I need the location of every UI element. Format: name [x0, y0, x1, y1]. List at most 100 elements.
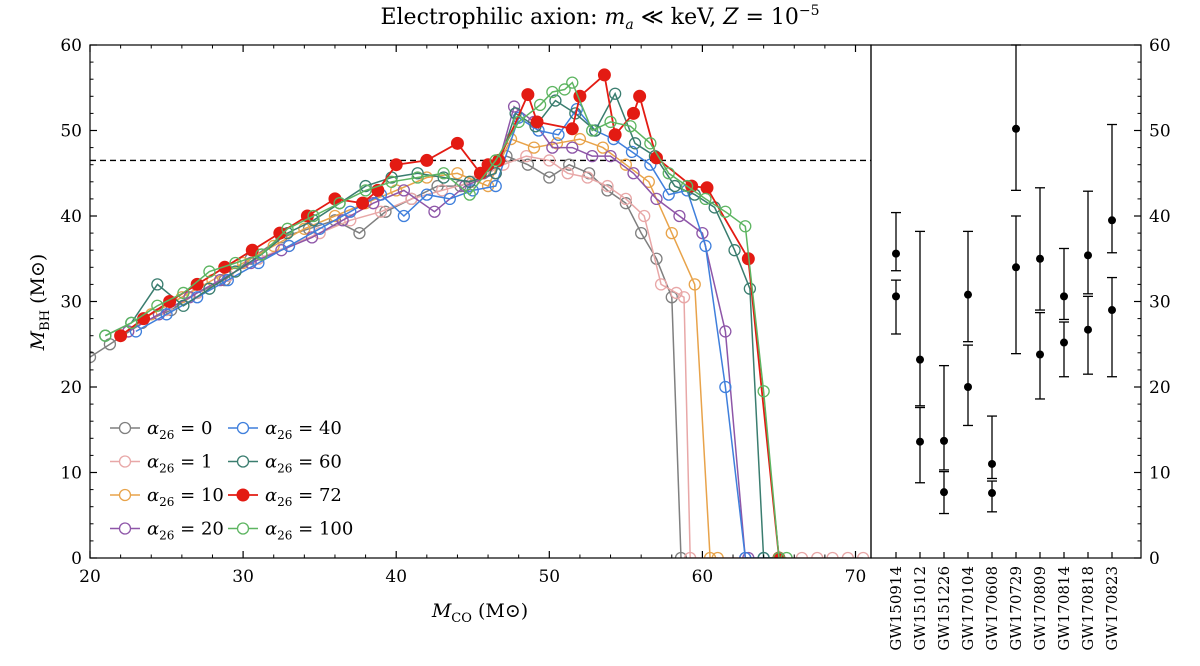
data-point: [183, 291, 196, 304]
y-axis-label: MBH (M⊙): [27, 254, 53, 352]
data-point: [512, 115, 525, 129]
data-point: [608, 87, 622, 100]
data-point: [550, 137, 564, 150]
series-2: [114, 132, 724, 558]
data-point: [703, 551, 717, 558]
legend: α26 = 0 α26 = 1 α26 = 10 α26 = 20 α26 = 40 α2…: [110, 418, 353, 543]
data-point: [699, 192, 712, 206]
data-point: [719, 380, 732, 394]
data-point: [509, 107, 522, 120]
y-tick-label: 30: [60, 293, 82, 313]
data-point: [757, 385, 770, 398]
data-point: [203, 282, 216, 295]
side-y-tick-label: 50: [1149, 122, 1171, 142]
data-point: [160, 308, 173, 321]
legend-label: α26 = 10: [147, 485, 224, 509]
data-point: [619, 192, 632, 206]
series-6: [114, 68, 786, 558]
event-label: GW170814: [1055, 566, 1073, 651]
series-line: [104, 91, 779, 558]
data-point: [463, 175, 476, 188]
data-point: [527, 141, 541, 154]
data-point: [125, 316, 138, 330]
data-point: [191, 291, 204, 304]
side-y-tick-label: 20: [1149, 378, 1171, 398]
data-point: [336, 214, 349, 227]
data-point: [677, 291, 691, 304]
event-point: [964, 290, 972, 299]
event-label: GW170104: [959, 566, 977, 651]
data-point: [305, 231, 319, 244]
data-point: [385, 175, 398, 188]
legend-entry: α26 = 60: [228, 452, 342, 476]
legend-label: α26 = 100: [265, 519, 353, 543]
data-point: [298, 222, 311, 235]
data-point: [711, 551, 724, 558]
side-y-tick-label: 10: [1149, 464, 1171, 484]
event-point: [940, 488, 948, 497]
data-point: [281, 222, 294, 235]
side-y-tick-label: 0: [1149, 549, 1160, 569]
data-point: [313, 222, 326, 235]
data-point: [546, 141, 559, 154]
event-point: [988, 489, 996, 498]
y-tick-label: 60: [60, 36, 82, 56]
data-point: [566, 141, 579, 154]
data-point: [533, 98, 547, 111]
event-point: [1036, 254, 1044, 263]
data-point: [451, 167, 464, 180]
data-point: [177, 299, 190, 312]
event-point: [916, 437, 924, 446]
data-point: [389, 158, 403, 172]
data-point: [649, 151, 663, 165]
legend-marker: [118, 455, 132, 468]
data-point: [151, 299, 164, 312]
data-point: [397, 184, 411, 197]
data-point: [673, 209, 686, 223]
data-point: [437, 167, 450, 180]
data-point: [633, 89, 647, 103]
data-point: [520, 149, 533, 163]
legend-entry: α26 = 100: [228, 519, 353, 543]
data-point: [411, 171, 424, 184]
data-point: [507, 100, 521, 113]
data-point: [654, 278, 668, 291]
data-point: [561, 167, 574, 180]
data-point: [665, 291, 678, 304]
data-point: [521, 88, 535, 102]
data-point: [374, 205, 388, 218]
event-label: GW170729: [1007, 566, 1025, 651]
data-point: [608, 128, 622, 142]
data-point: [841, 551, 854, 558]
data-point: [489, 179, 502, 193]
y-tick-label: 0: [71, 549, 82, 569]
data-point: [665, 226, 678, 240]
event-label: GW170608: [983, 566, 1001, 651]
data-point: [530, 115, 544, 129]
event-point: [964, 383, 972, 391]
event-GW170729: GW170729: [1007, 44, 1025, 651]
data-point: [604, 115, 617, 129]
data-point: [521, 158, 535, 171]
data-point: [255, 248, 268, 261]
event-GW170814: GW170814: [1055, 247, 1073, 651]
data-point: [586, 124, 599, 137]
legend-marker: [236, 488, 250, 502]
y-tick-label: 10: [60, 464, 82, 484]
event-GW170809: GW170809: [1031, 187, 1049, 651]
data-point: [674, 551, 688, 558]
data-point: [151, 278, 164, 291]
side-plot: 0 10 20 30 40 50 60 GW150914 GW151012 GW151226 GW…: [870, 36, 1171, 651]
legend-marker: [236, 421, 250, 435]
x-tick-label: 50: [538, 567, 560, 587]
legend-label: α26 = 0: [147, 418, 212, 442]
legend-marker: [236, 522, 250, 535]
event-point: [1012, 263, 1020, 272]
side-y-tick-label: 60: [1149, 36, 1171, 56]
event-GW170818: GW170818: [1079, 190, 1097, 651]
data-point: [719, 325, 732, 338]
event-GW151226: GW151226: [935, 364, 953, 651]
data-point: [581, 171, 594, 184]
x-tick-label: 60: [692, 567, 714, 587]
data-point: [826, 551, 839, 558]
